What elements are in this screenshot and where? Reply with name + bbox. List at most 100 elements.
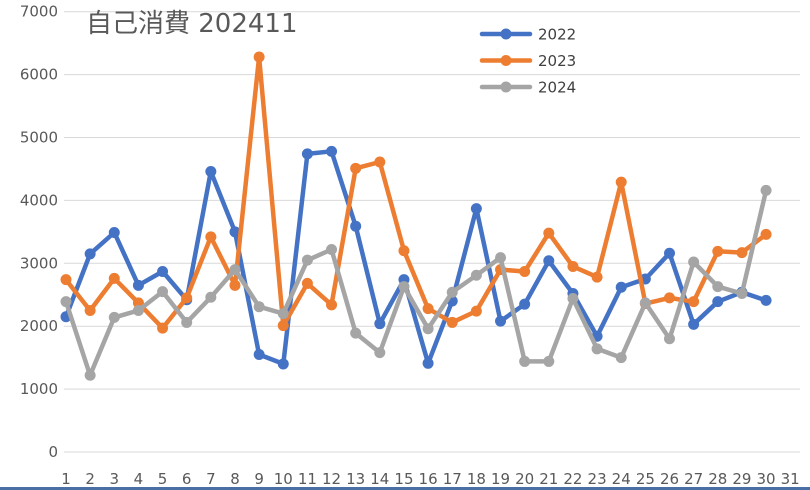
legend-swatch-marker (500, 28, 512, 40)
data-point (567, 293, 579, 305)
data-point (253, 349, 265, 361)
y-axis-ticks: 0 1000 2000 3000 4000 5000 6000 7000 (20, 3, 58, 461)
x-tick-label: 23 (588, 470, 607, 488)
data-point (688, 256, 700, 268)
x-tick-label: 12 (322, 470, 341, 488)
data-point (374, 318, 386, 330)
data-point (374, 347, 386, 359)
bottom-divider (0, 487, 810, 490)
data-point (277, 320, 289, 332)
data-point (205, 231, 217, 243)
data-point (108, 272, 120, 284)
data-point (398, 245, 410, 257)
data-point (205, 165, 217, 177)
data-point (277, 358, 289, 370)
data-point (350, 327, 362, 339)
chart-title: 自己消費 202411 (86, 9, 298, 39)
x-tick-label: 22 (563, 470, 582, 488)
x-tick-label: 20 (515, 470, 534, 488)
data-point (664, 333, 675, 345)
data-point (760, 294, 772, 306)
data-point (446, 316, 458, 328)
data-point (736, 287, 748, 299)
data-point (591, 343, 603, 355)
series-line-2022 (63, 149, 769, 367)
legend-swatch-marker (500, 81, 512, 93)
data-point (736, 247, 748, 259)
x-tick-label: 26 (660, 470, 679, 488)
data-point (301, 254, 313, 266)
y-tick-label: 2000 (20, 317, 58, 335)
data-point (350, 220, 362, 232)
x-tick-label: 15 (394, 470, 413, 488)
data-point (688, 318, 700, 330)
y-tick-label: 4000 (20, 191, 58, 209)
x-tick-label: 25 (636, 470, 655, 488)
data-point (664, 292, 675, 304)
data-point (229, 226, 241, 238)
data-point (229, 264, 241, 276)
x-tick-label: 31 (781, 470, 800, 488)
x-tick-label: 14 (370, 470, 389, 488)
data-point (688, 296, 700, 308)
x-tick-label: 1 (61, 470, 71, 488)
series-lines (60, 51, 772, 381)
data-point (639, 297, 651, 309)
data-point (132, 304, 144, 316)
x-tick-label: 8 (230, 470, 240, 488)
y-tick-label: 0 (48, 443, 58, 461)
data-point (277, 308, 289, 320)
x-axis-ticks: 1 2 3 4 5 6 7 8 9 10 11 12 13 14 15 16 17 18 19 20 21 22 23 24 2… (61, 470, 800, 488)
y-tick-label: 5000 (20, 129, 58, 147)
data-point (253, 51, 265, 63)
data-point (543, 227, 555, 239)
legend-label: 2024 (538, 79, 576, 97)
data-point (495, 252, 507, 264)
x-tick-label: 30 (757, 470, 776, 488)
y-tick-label: 1000 (20, 380, 58, 398)
data-point (253, 301, 265, 313)
data-point (326, 299, 338, 311)
series-line-2023 (63, 54, 769, 331)
data-point (567, 260, 579, 272)
data-point (326, 145, 338, 157)
legend-swatch-marker (500, 55, 512, 66)
data-point (495, 315, 507, 327)
data-point (301, 148, 313, 160)
data-point (60, 296, 72, 308)
x-tick-label: 2 (85, 470, 95, 488)
data-point (470, 203, 482, 215)
x-tick-label: 28 (708, 470, 727, 488)
data-point (326, 243, 338, 255)
data-point (760, 228, 772, 240)
data-point (470, 269, 482, 281)
x-tick-label: 19 (491, 470, 510, 488)
legend-label: 2023 (538, 52, 576, 70)
data-point (60, 274, 72, 286)
data-point (422, 323, 434, 335)
data-point (229, 279, 241, 291)
data-point (712, 245, 724, 257)
data-point (519, 265, 531, 277)
x-tick-label: 6 (182, 470, 192, 488)
legend-label: 2022 (538, 26, 576, 44)
data-point (760, 184, 772, 196)
x-tick-label: 11 (298, 470, 317, 488)
x-tick-label: 9 (254, 470, 264, 488)
data-point (181, 316, 193, 328)
x-tick-label: 3 (110, 470, 120, 488)
y-tick-label: 3000 (20, 254, 58, 272)
data-point (84, 369, 96, 381)
data-point (591, 271, 603, 283)
series-line-2024 (63, 188, 769, 378)
data-point (615, 352, 627, 364)
data-point (84, 248, 96, 260)
data-point (157, 322, 169, 334)
x-tick-label: 29 (732, 470, 751, 488)
data-point (84, 304, 96, 316)
data-point (519, 298, 531, 310)
data-point (374, 156, 386, 168)
data-point (301, 277, 313, 289)
data-point (157, 265, 169, 277)
